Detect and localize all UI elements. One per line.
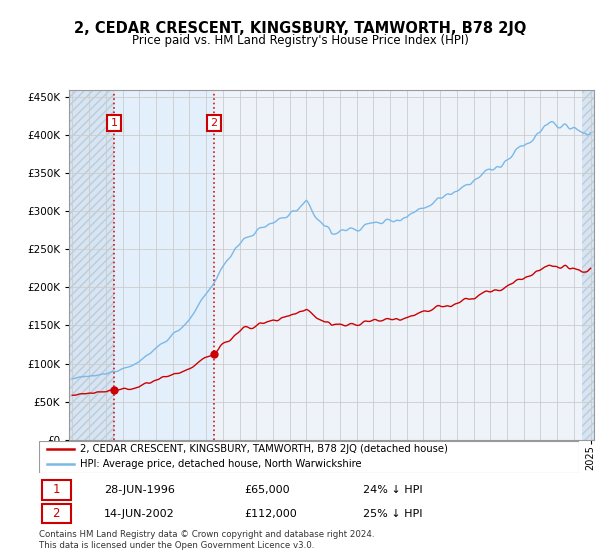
Text: Contains HM Land Registry data © Crown copyright and database right 2024.
This d: Contains HM Land Registry data © Crown c…: [39, 530, 374, 550]
Text: 2, CEDAR CRESCENT, KINGSBURY, TAMWORTH, B78 2JQ: 2, CEDAR CRESCENT, KINGSBURY, TAMWORTH, …: [74, 21, 526, 36]
Bar: [69, 90, 114, 440]
Text: 2, CEDAR CRESCENT, KINGSBURY, TAMWORTH, B78 2JQ (detached house): 2, CEDAR CRESCENT, KINGSBURY, TAMWORTH, …: [79, 444, 448, 454]
Text: £65,000: £65,000: [244, 485, 290, 495]
Text: HPI: Average price, detached house, North Warwickshire: HPI: Average price, detached house, Nort…: [79, 459, 361, 469]
FancyBboxPatch shape: [42, 504, 71, 524]
Text: 1: 1: [110, 118, 118, 128]
Text: Price paid vs. HM Land Registry's House Price Index (HPI): Price paid vs. HM Land Registry's House …: [131, 34, 469, 46]
Text: 25% ↓ HPI: 25% ↓ HPI: [363, 508, 422, 519]
Text: 2: 2: [53, 507, 60, 520]
Text: 28-JUN-1996: 28-JUN-1996: [104, 485, 175, 495]
FancyBboxPatch shape: [39, 441, 579, 473]
Text: 2: 2: [210, 118, 217, 128]
Text: 1: 1: [53, 483, 60, 496]
Bar: [582, 90, 594, 440]
Text: 24% ↓ HPI: 24% ↓ HPI: [363, 485, 422, 495]
FancyBboxPatch shape: [42, 480, 71, 500]
Text: £112,000: £112,000: [244, 508, 297, 519]
Bar: [114, 90, 214, 440]
Text: 14-JUN-2002: 14-JUN-2002: [104, 508, 175, 519]
